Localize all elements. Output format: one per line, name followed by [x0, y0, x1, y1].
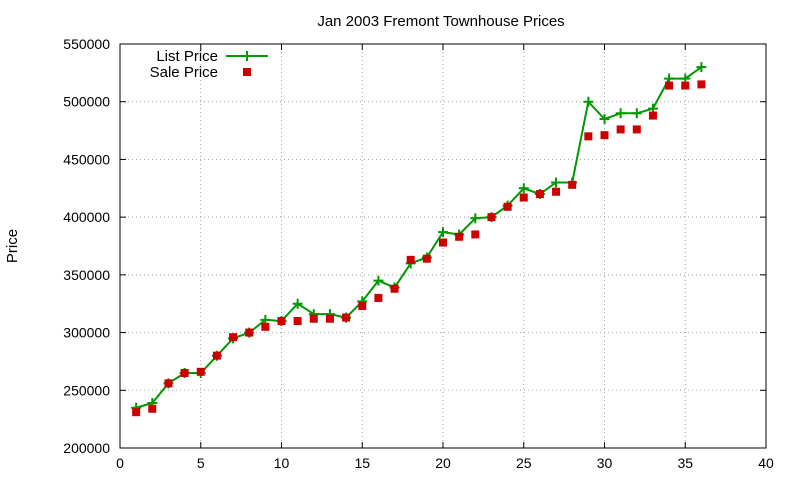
- sale-price-point: [277, 317, 286, 326]
- sale-price-point: [293, 317, 302, 326]
- sale-price-point: [374, 293, 383, 302]
- sale-price-point: [535, 190, 544, 199]
- sale-price-point: [261, 322, 270, 331]
- list-price-point: [631, 108, 642, 119]
- sale-price-point: [358, 302, 367, 311]
- y-tick-label: 300000: [63, 325, 110, 341]
- x-tick-label: 15: [354, 455, 370, 471]
- list-price-point: [696, 62, 707, 73]
- sale-price-point: [148, 404, 157, 413]
- y-tick-label: 450000: [63, 151, 110, 167]
- series-sale-price: [132, 80, 706, 417]
- x-tick-label: 10: [274, 455, 290, 471]
- legend-marker-list-price: [242, 51, 252, 61]
- sale-price-point: [632, 125, 641, 134]
- y-axis-label: Price: [4, 229, 21, 263]
- x-tick-label: 35: [677, 455, 693, 471]
- x-tick-label: 5: [197, 455, 205, 471]
- x-tick-label: 25: [516, 455, 532, 471]
- sale-price-point: [180, 368, 189, 377]
- y-tick-label: 500000: [63, 94, 110, 110]
- sale-price-point: [422, 254, 431, 263]
- sale-price-point: [519, 193, 528, 202]
- sale-price-point: [471, 230, 480, 239]
- legend-label-list-price: List Price: [156, 48, 218, 65]
- legend-label-sale-price: Sale Price: [150, 64, 218, 81]
- y-tick-label: 200000: [63, 440, 110, 456]
- x-axis: 0 5 10 15 20 25 30 35 40: [116, 44, 774, 471]
- list-price-point: [292, 298, 303, 309]
- series-list-price: [131, 62, 707, 413]
- sale-price-point: [681, 81, 690, 90]
- y-tick-label: 550000: [63, 36, 110, 52]
- sale-price-point: [665, 81, 674, 90]
- sale-price-point: [132, 408, 141, 417]
- sale-price-point: [648, 111, 657, 120]
- y-axis: 200000 250000 300000 350000 400000 450000 5000…: [63, 36, 766, 456]
- sale-price-point: [342, 313, 351, 322]
- sale-price-point: [196, 367, 205, 376]
- sale-price-point: [552, 187, 561, 196]
- x-tick-label: 0: [116, 455, 124, 471]
- list-price-point: [551, 177, 562, 188]
- sale-price-point: [390, 284, 399, 293]
- sale-price-point: [406, 255, 415, 264]
- sale-price-point: [568, 180, 577, 189]
- sale-price-point: [325, 314, 334, 323]
- sale-price-point: [212, 351, 221, 360]
- list-price-point: [518, 183, 529, 194]
- sale-price-point: [164, 379, 173, 388]
- sale-price-point: [455, 232, 464, 241]
- sale-price-point: [439, 238, 447, 247]
- sale-price-point: [616, 125, 625, 134]
- list-price-point: [470, 213, 481, 224]
- sale-price-point: [503, 202, 512, 211]
- list-price-point: [599, 114, 610, 125]
- sale-price-point: [584, 132, 593, 141]
- sale-price-point: [487, 213, 496, 222]
- sale-price-point: [245, 328, 254, 337]
- sale-price-point: [600, 131, 609, 140]
- x-tick-label: 20: [435, 455, 451, 471]
- sale-price-point: [309, 314, 318, 323]
- list-price-point: [373, 275, 384, 286]
- y-tick-label: 350000: [63, 267, 110, 283]
- sale-price-point: [229, 333, 238, 342]
- legend-marker-sale-price: [243, 68, 251, 76]
- x-tick-label: 40: [758, 455, 774, 471]
- chart-title: Jan 2003 Fremont Townhouse Prices: [317, 13, 564, 30]
- y-tick-label: 250000: [63, 382, 110, 398]
- y-tick-label: 400000: [63, 209, 110, 225]
- list-price-point: [438, 227, 448, 238]
- list-price-point: [583, 96, 594, 107]
- grid-lines: [120, 44, 766, 448]
- list-price-point: [615, 108, 626, 119]
- x-tick-label: 30: [597, 455, 613, 471]
- sale-price-point: [697, 80, 706, 89]
